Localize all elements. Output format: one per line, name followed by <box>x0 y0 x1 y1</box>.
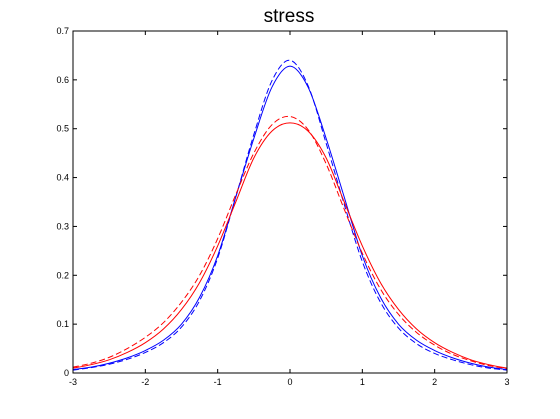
y-tick-label: 0.3 <box>56 221 69 231</box>
y-axis: 0 0.1 0.2 0.3 0.4 0.5 0.6 0.7 <box>56 26 507 378</box>
plot-frame <box>72 30 508 374</box>
y-tick-label: 0.2 <box>56 270 69 280</box>
x-tick-label: -1 <box>214 377 222 387</box>
y-tick-label: 0.1 <box>56 319 69 329</box>
series-line-2 <box>72 122 508 369</box>
y-tick-label: 0.4 <box>56 173 69 183</box>
y-tick-label: 0.6 <box>56 75 69 85</box>
y-tick-label: 0 <box>64 368 69 378</box>
y-tick-label: 0.5 <box>56 124 69 134</box>
x-axis: -3 -2 -1 0 1 2 3 <box>69 31 510 387</box>
x-tick-label: 0 <box>287 377 292 387</box>
x-tick-label: -3 <box>69 377 77 387</box>
series-line-3 <box>72 115 508 370</box>
x-tick-label: 3 <box>504 377 509 387</box>
chart-title: stress <box>264 6 315 27</box>
x-tick-label: -2 <box>141 377 149 387</box>
y-tick-label: 0.7 <box>56 26 69 36</box>
x-tick-label: 1 <box>360 377 365 387</box>
series-line-0 <box>72 65 508 371</box>
x-tick-label: 2 <box>432 377 437 387</box>
series-line-1 <box>72 59 508 371</box>
series-layer <box>72 59 508 371</box>
